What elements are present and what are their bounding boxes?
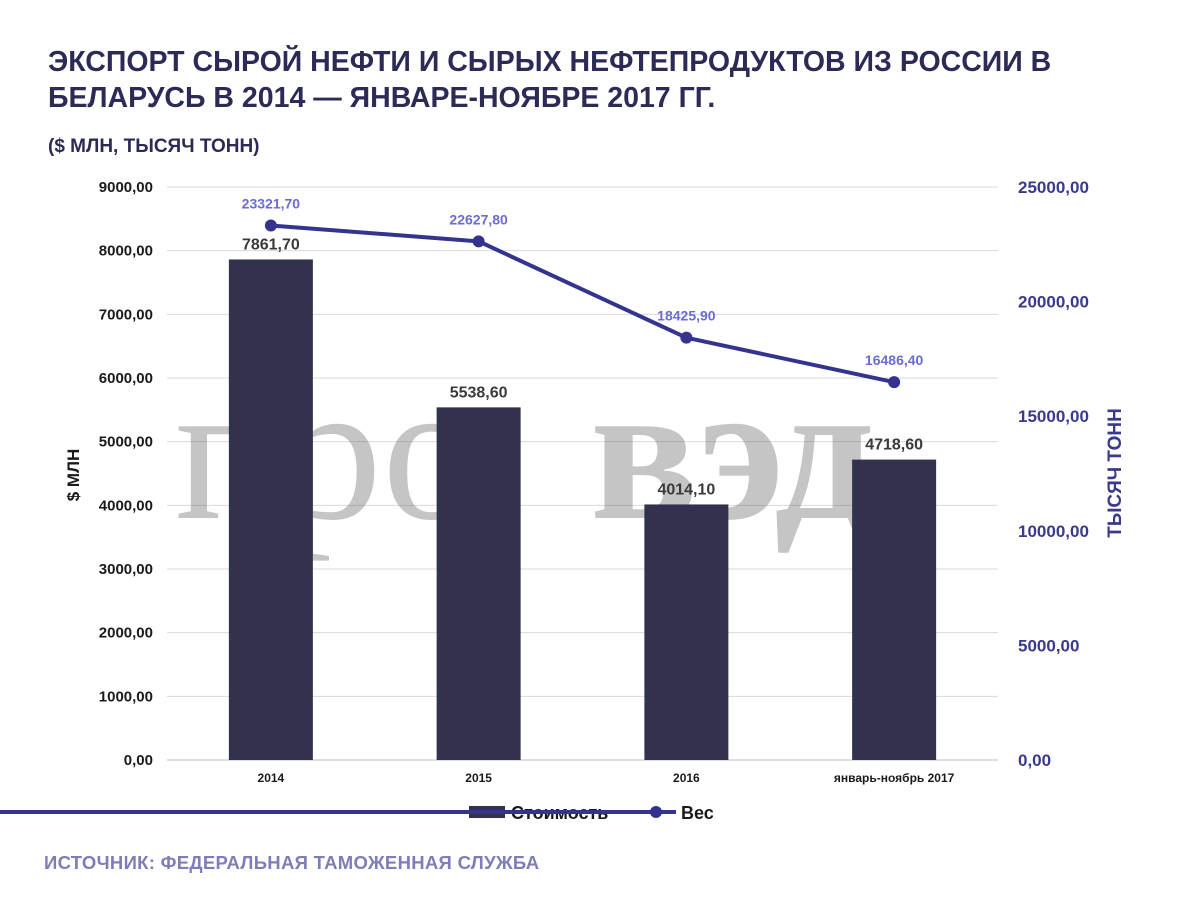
- bar-value-label: 5538,60: [450, 384, 508, 401]
- category-label: 2015: [465, 771, 492, 785]
- watermark-text-regular: про: [175, 341, 482, 562]
- left-tick-label: 0,00: [124, 752, 153, 769]
- legend: Стоимость Вес: [0, 803, 714, 823]
- right-tick-label: 0,00: [1018, 751, 1051, 770]
- left-tick-label: 1000,00: [99, 688, 153, 705]
- line-point: [680, 331, 693, 344]
- right-axis-ticks: 0,00 5000,00 10000,00 15000,00 20000,00 25000…: [1018, 178, 1089, 770]
- watermark: про вэд: [175, 341, 875, 562]
- bar: [644, 504, 729, 760]
- left-tick-label: 9000,00: [99, 179, 153, 196]
- bar-series: 7861,70 5538,60 4014,10 4718,60: [228, 236, 937, 760]
- left-tick-label: 7000,00: [99, 306, 153, 323]
- right-tick-label: 20000,00: [1018, 293, 1089, 312]
- right-tick-label: 5000,00: [1018, 636, 1079, 655]
- bar-value-label: 4718,60: [865, 437, 923, 454]
- left-tick-label: 6000,00: [99, 370, 153, 387]
- category-label: январь-ноябрь 2017: [834, 771, 955, 785]
- bar: [852, 459, 937, 760]
- right-tick-label: 25000,00: [1018, 178, 1089, 197]
- left-tick-label: 3000,00: [99, 561, 153, 578]
- left-axis-ticks: 0,00 1000,00 2000,00 3000,00 4000,00 5000,00 6…: [99, 179, 153, 769]
- category-label: 2016: [673, 771, 700, 785]
- line-value-label: 16486,40: [865, 352, 924, 368]
- bar: [228, 259, 313, 760]
- series-line: [270, 223, 895, 385]
- line-value-label: 18425,90: [657, 308, 716, 324]
- right-tick-label: 10000,00: [1018, 522, 1089, 541]
- line-value-label: 23321,70: [242, 195, 301, 211]
- watermark-text-bold: вэд: [590, 341, 875, 562]
- left-tick-label: 4000,00: [99, 497, 153, 514]
- category-axis: 2014 2015 2016 январь-ноябрь 2017: [258, 771, 955, 785]
- line-point: [472, 235, 485, 248]
- line-point: [264, 219, 277, 232]
- right-axis-label: ТЫСЯЧ ТОНН: [1105, 408, 1126, 538]
- line-value-label: 22627,80: [449, 211, 508, 227]
- line-series: 23321,70 22627,80 18425,90 16486,40: [242, 195, 924, 389]
- bar-value-label: 7861,70: [242, 236, 300, 253]
- chart-title: ЭКСПОРТ СЫРОЙ НЕФТИ И СЫРЫХ НЕФТЕПРОДУКТ…: [48, 46, 1052, 114]
- line-point: [888, 376, 901, 389]
- source-note: ИСТОЧНИК: ФЕДЕРАЛЬНАЯ ТАМОЖЕННАЯ СЛУЖБА: [44, 852, 540, 873]
- legend-line-marker: [650, 806, 662, 818]
- legend-line-label: Вес: [681, 803, 714, 823]
- chart-subtitle: ($ МЛН, ТЫСЯЧ ТОНН): [48, 136, 260, 157]
- left-tick-label: 2000,00: [99, 625, 153, 642]
- bar-value-label: 4014,10: [657, 481, 715, 498]
- category-label: 2014: [258, 771, 285, 785]
- left-tick-label: 5000,00: [99, 434, 153, 451]
- bar: [436, 407, 521, 760]
- right-tick-label: 15000,00: [1018, 407, 1089, 426]
- left-tick-label: 8000,00: [99, 243, 153, 260]
- left-axis-label: $ МЛН: [64, 449, 83, 502]
